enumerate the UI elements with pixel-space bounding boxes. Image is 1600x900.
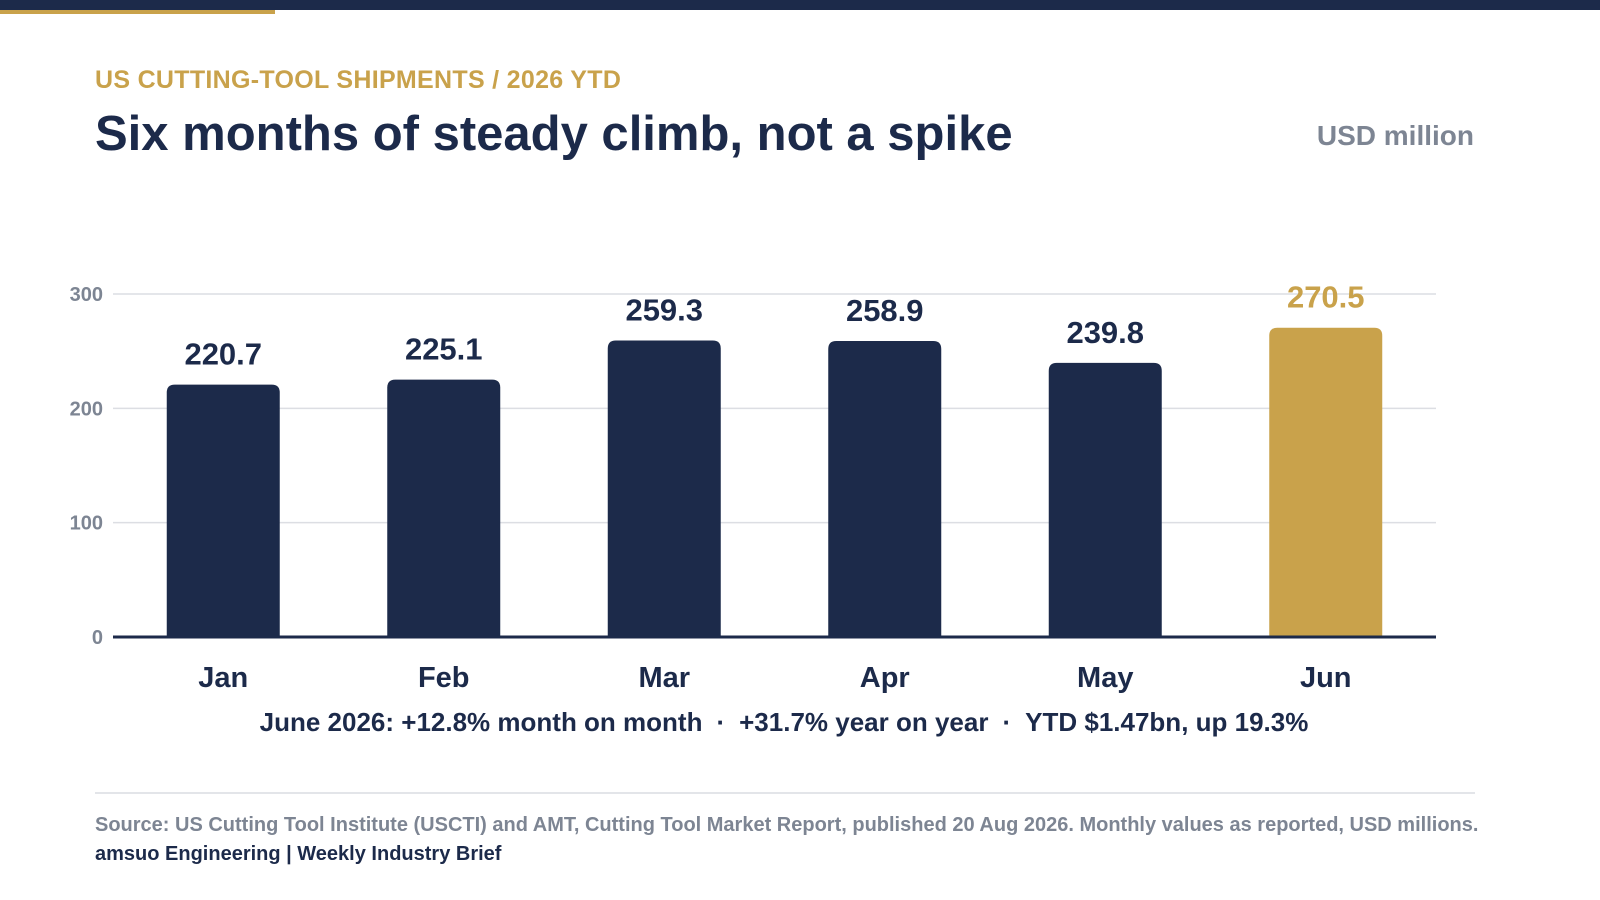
brand-line: amsuo Engineering | Weekly Industry Brie… (95, 843, 502, 865)
summary-ytd: YTD $1.47bn, up 19.3% (1025, 707, 1309, 737)
source-note: Source: US Cutting Tool Institute (USCTI… (95, 814, 1479, 836)
summary-yoy: +31.7% year on year (739, 707, 989, 737)
x-tick-label: May (1077, 662, 1133, 694)
unit-label: USD million (1316, 120, 1474, 151)
top-bar-accent (0, 10, 275, 14)
bar-jun (1269, 327, 1383, 637)
summary-separator: · (716, 707, 726, 737)
value-label-jun: 270.5 (1287, 280, 1365, 315)
x-tick-label: Apr (860, 662, 910, 694)
bar-jan (166, 384, 280, 637)
value-label-jan: 220.7 (184, 337, 262, 372)
bar-apr (828, 340, 942, 637)
summary-line: June 2026: +12.8% month on month · +31.7% … (0, 707, 1568, 738)
bar-may (1048, 362, 1162, 637)
value-label-may: 239.8 (1066, 315, 1144, 350)
bar-mar (607, 340, 721, 637)
x-tick-label: Mar (638, 662, 690, 694)
y-tick-label: 0 (92, 627, 103, 649)
chart-kicker: US CUTTING-TOOL SHIPMENTS / 2026 YTD (95, 66, 622, 94)
bar-feb (387, 379, 501, 637)
bar-chart: 0 100 200 300 220.7 Jan 225.1 Feb 259.3 Mar 258.9 A… (70, 280, 1436, 694)
y-tick-label: 100 (70, 513, 103, 535)
y-tick-label: 300 (70, 284, 103, 306)
x-tick-label: Jan (198, 662, 248, 694)
summary-mom: June 2026: +12.8% month on month (259, 707, 703, 737)
x-tick-label: Jun (1300, 662, 1352, 694)
value-label-apr: 258.9 (846, 293, 924, 328)
chart-title: Six months of steady climb, not a spike (95, 107, 1013, 161)
x-tick-label: Feb (418, 662, 470, 694)
footer-divider (95, 792, 1475, 794)
summary-separator: · (1002, 707, 1012, 737)
y-tick-label: 200 (70, 398, 103, 420)
value-label-feb: 225.1 (405, 332, 483, 367)
value-label-mar: 259.3 (625, 293, 703, 328)
top-bar (0, 0, 1600, 10)
